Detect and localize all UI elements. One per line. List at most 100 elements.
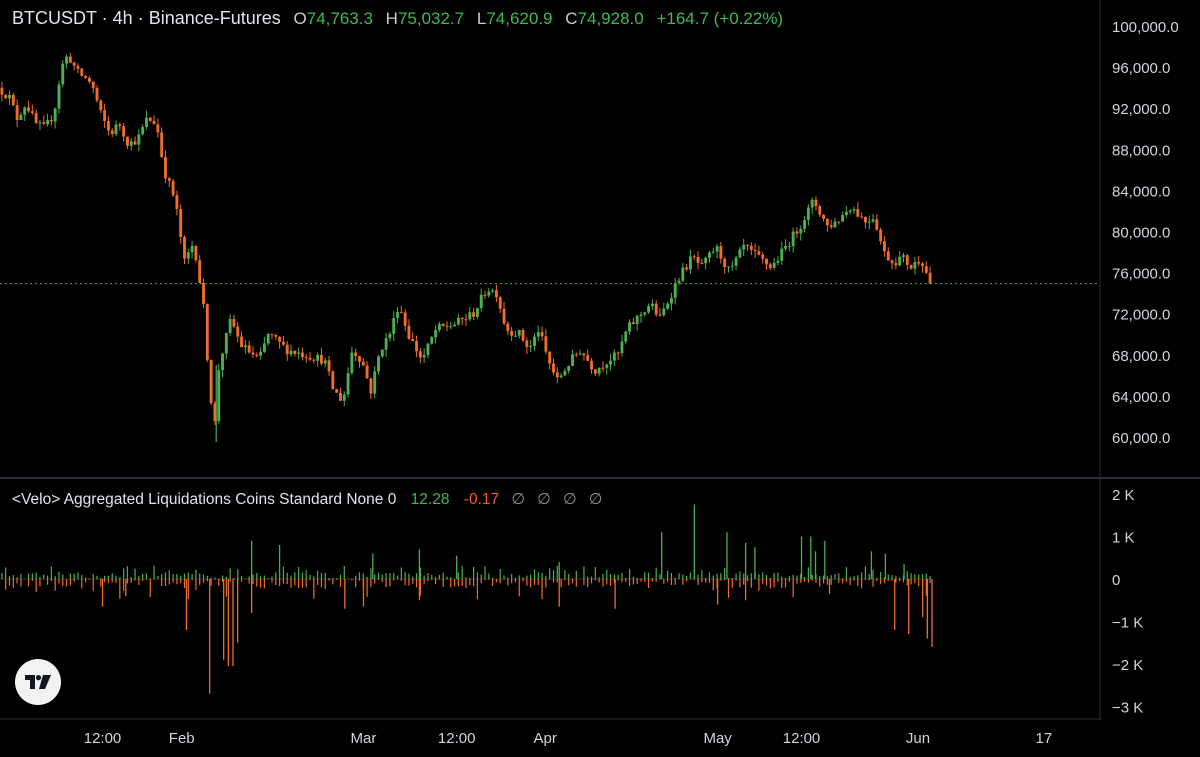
candle-body	[255, 354, 259, 356]
candle-body	[654, 303, 658, 315]
candle-body	[491, 290, 495, 292]
candle-body	[483, 294, 487, 296]
time-axis-label: 12:00	[84, 730, 122, 747]
candle-body	[46, 120, 49, 125]
candle-body	[319, 354, 323, 364]
candle-body	[810, 199, 814, 208]
candle-body	[281, 341, 285, 345]
candle-body	[350, 352, 354, 374]
candle-body	[552, 363, 555, 373]
candle-body	[597, 367, 601, 374]
candle-body	[327, 360, 331, 372]
candle-body	[164, 156, 167, 179]
candle-body	[61, 63, 65, 85]
candle-body	[304, 357, 308, 359]
candle-body	[529, 345, 533, 347]
candle-body	[27, 107, 30, 112]
candle-body	[30, 111, 34, 113]
candle-body	[323, 360, 327, 364]
candle-body	[236, 326, 240, 337]
price-axis-label: 80,000.0	[1112, 225, 1170, 242]
candle-body	[262, 343, 266, 352]
candle-body	[377, 356, 380, 372]
candle-body	[396, 312, 399, 319]
candle-body	[514, 335, 517, 337]
time-axis-label: 12:00	[783, 730, 821, 747]
candle-body	[909, 264, 913, 269]
candle-body	[475, 308, 479, 317]
indicator-value-negative: -0.17	[463, 491, 500, 508]
candle-body	[240, 336, 244, 348]
indicator-nan-2: ∅	[537, 491, 551, 508]
candle-body	[148, 117, 152, 121]
candle-body	[460, 317, 464, 320]
candle-body	[213, 403, 217, 422]
liquidation-axis-label: −3 K	[1112, 700, 1143, 717]
candle-body	[468, 312, 472, 320]
symbol-title[interactable]: BTCUSDT · 4h · Binance-Futures	[12, 8, 281, 28]
candle-body	[635, 315, 639, 324]
candle-body	[487, 291, 491, 296]
open-label: O	[293, 9, 307, 28]
high-value: 75,032.7	[397, 9, 465, 28]
tradingview-logo-icon[interactable]	[15, 659, 61, 705]
price-axis-label: 64,000.0	[1112, 389, 1170, 406]
candle-body	[335, 389, 339, 393]
time-axis-label: Feb	[169, 730, 195, 747]
indicator-nan-3: ∅	[563, 491, 577, 508]
low-value: 74,620.9	[486, 9, 553, 28]
candle-body	[472, 312, 476, 317]
candle-body	[494, 290, 498, 298]
candle-body	[574, 354, 578, 356]
candle-body	[441, 323, 445, 326]
candle-body	[380, 349, 384, 357]
candle-body	[582, 353, 586, 356]
candle-body	[643, 312, 647, 315]
candle-body	[601, 367, 605, 369]
candle-body	[879, 229, 883, 242]
candle-body	[38, 122, 42, 124]
candle-body	[844, 211, 848, 216]
candle-body	[228, 318, 232, 334]
candle-body	[502, 308, 506, 324]
candle-body	[883, 241, 886, 252]
candle-body	[772, 262, 776, 268]
candle-body	[129, 141, 133, 146]
liquidation-axis-label: 1 K	[1112, 530, 1135, 547]
candle-body	[418, 351, 422, 358]
candle-body	[593, 369, 597, 374]
candle-body	[738, 249, 742, 258]
candle-body	[342, 394, 346, 401]
candle-body	[616, 352, 620, 354]
candle-body	[498, 297, 502, 309]
candle-body	[68, 56, 72, 63]
candle-body	[316, 354, 320, 361]
candle-body	[84, 75, 88, 78]
candle-body	[49, 120, 53, 122]
candle-body	[125, 136, 129, 146]
liquidation-axis-label: 2 K	[1112, 487, 1135, 504]
candle-body	[814, 199, 818, 207]
candle-body	[902, 255, 905, 257]
indicator-name[interactable]: <Velo> Aggregated Liquidations Coins Sta…	[12, 491, 397, 508]
candle-body	[669, 297, 673, 304]
candle-body	[34, 112, 38, 123]
candle-body	[365, 365, 369, 379]
candle-body	[183, 236, 186, 259]
candle-body	[700, 262, 704, 264]
candle-body	[563, 370, 567, 376]
price-axis-label: 68,000.0	[1112, 348, 1170, 365]
candle-body	[8, 94, 11, 99]
candle-body	[464, 319, 468, 321]
candle-body	[818, 206, 822, 215]
candle-body	[80, 68, 84, 76]
candle-body	[692, 256, 696, 258]
candle-body	[742, 244, 746, 250]
candle-body	[525, 340, 529, 347]
candle-body	[639, 314, 643, 316]
candle-body	[886, 251, 890, 261]
candle-body	[928, 272, 932, 284]
candle-body	[426, 343, 430, 355]
candle-body	[921, 263, 924, 267]
